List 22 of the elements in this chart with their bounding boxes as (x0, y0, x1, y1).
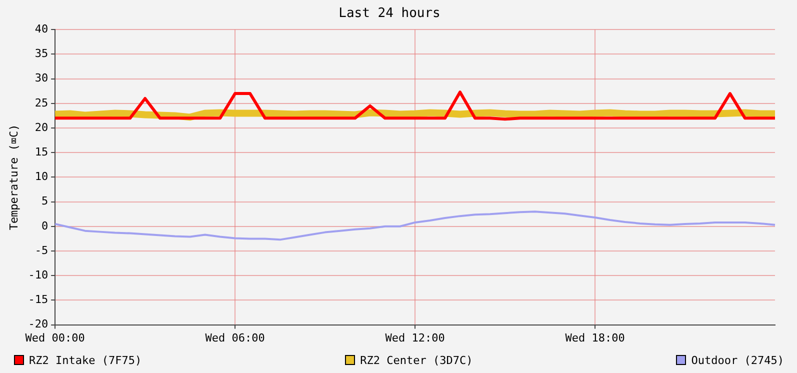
x-tick-label: Wed 18:00 (565, 331, 625, 344)
chart-title: Last 24 hours (338, 6, 440, 22)
y-tick-label: -15 (28, 293, 48, 306)
y-tick-label: 30 (34, 72, 48, 85)
legend-label: RZ2 Intake (7F75) (29, 354, 142, 366)
y-tick-label: 20 (34, 120, 48, 134)
y-tick-label: 10 (34, 170, 48, 184)
y-tick-label: 40 (34, 22, 48, 36)
y-tick-label: -20 (28, 318, 48, 331)
y-axis-title: Temperature (⌧C) (7, 124, 20, 230)
y-tick-label: -5 (34, 244, 48, 257)
y-tick-label: 35 (34, 47, 48, 60)
y-tick-label: 25 (34, 96, 48, 110)
x-tick-label: Wed 12:00 (385, 331, 445, 344)
y-tick-label: 5 (41, 194, 48, 208)
y-tick-label: 15 (34, 145, 48, 158)
legend-label: Outdoor (2745) (691, 354, 784, 366)
x-tick-label: Wed 06:00 (205, 331, 265, 344)
legend-label: RZ2 Center (3D7C) (360, 354, 473, 366)
y-tick-label: -10 (28, 268, 48, 282)
y-tick-label: 0 (41, 219, 48, 232)
x-tick-label: Wed 00:00 (25, 331, 85, 344)
